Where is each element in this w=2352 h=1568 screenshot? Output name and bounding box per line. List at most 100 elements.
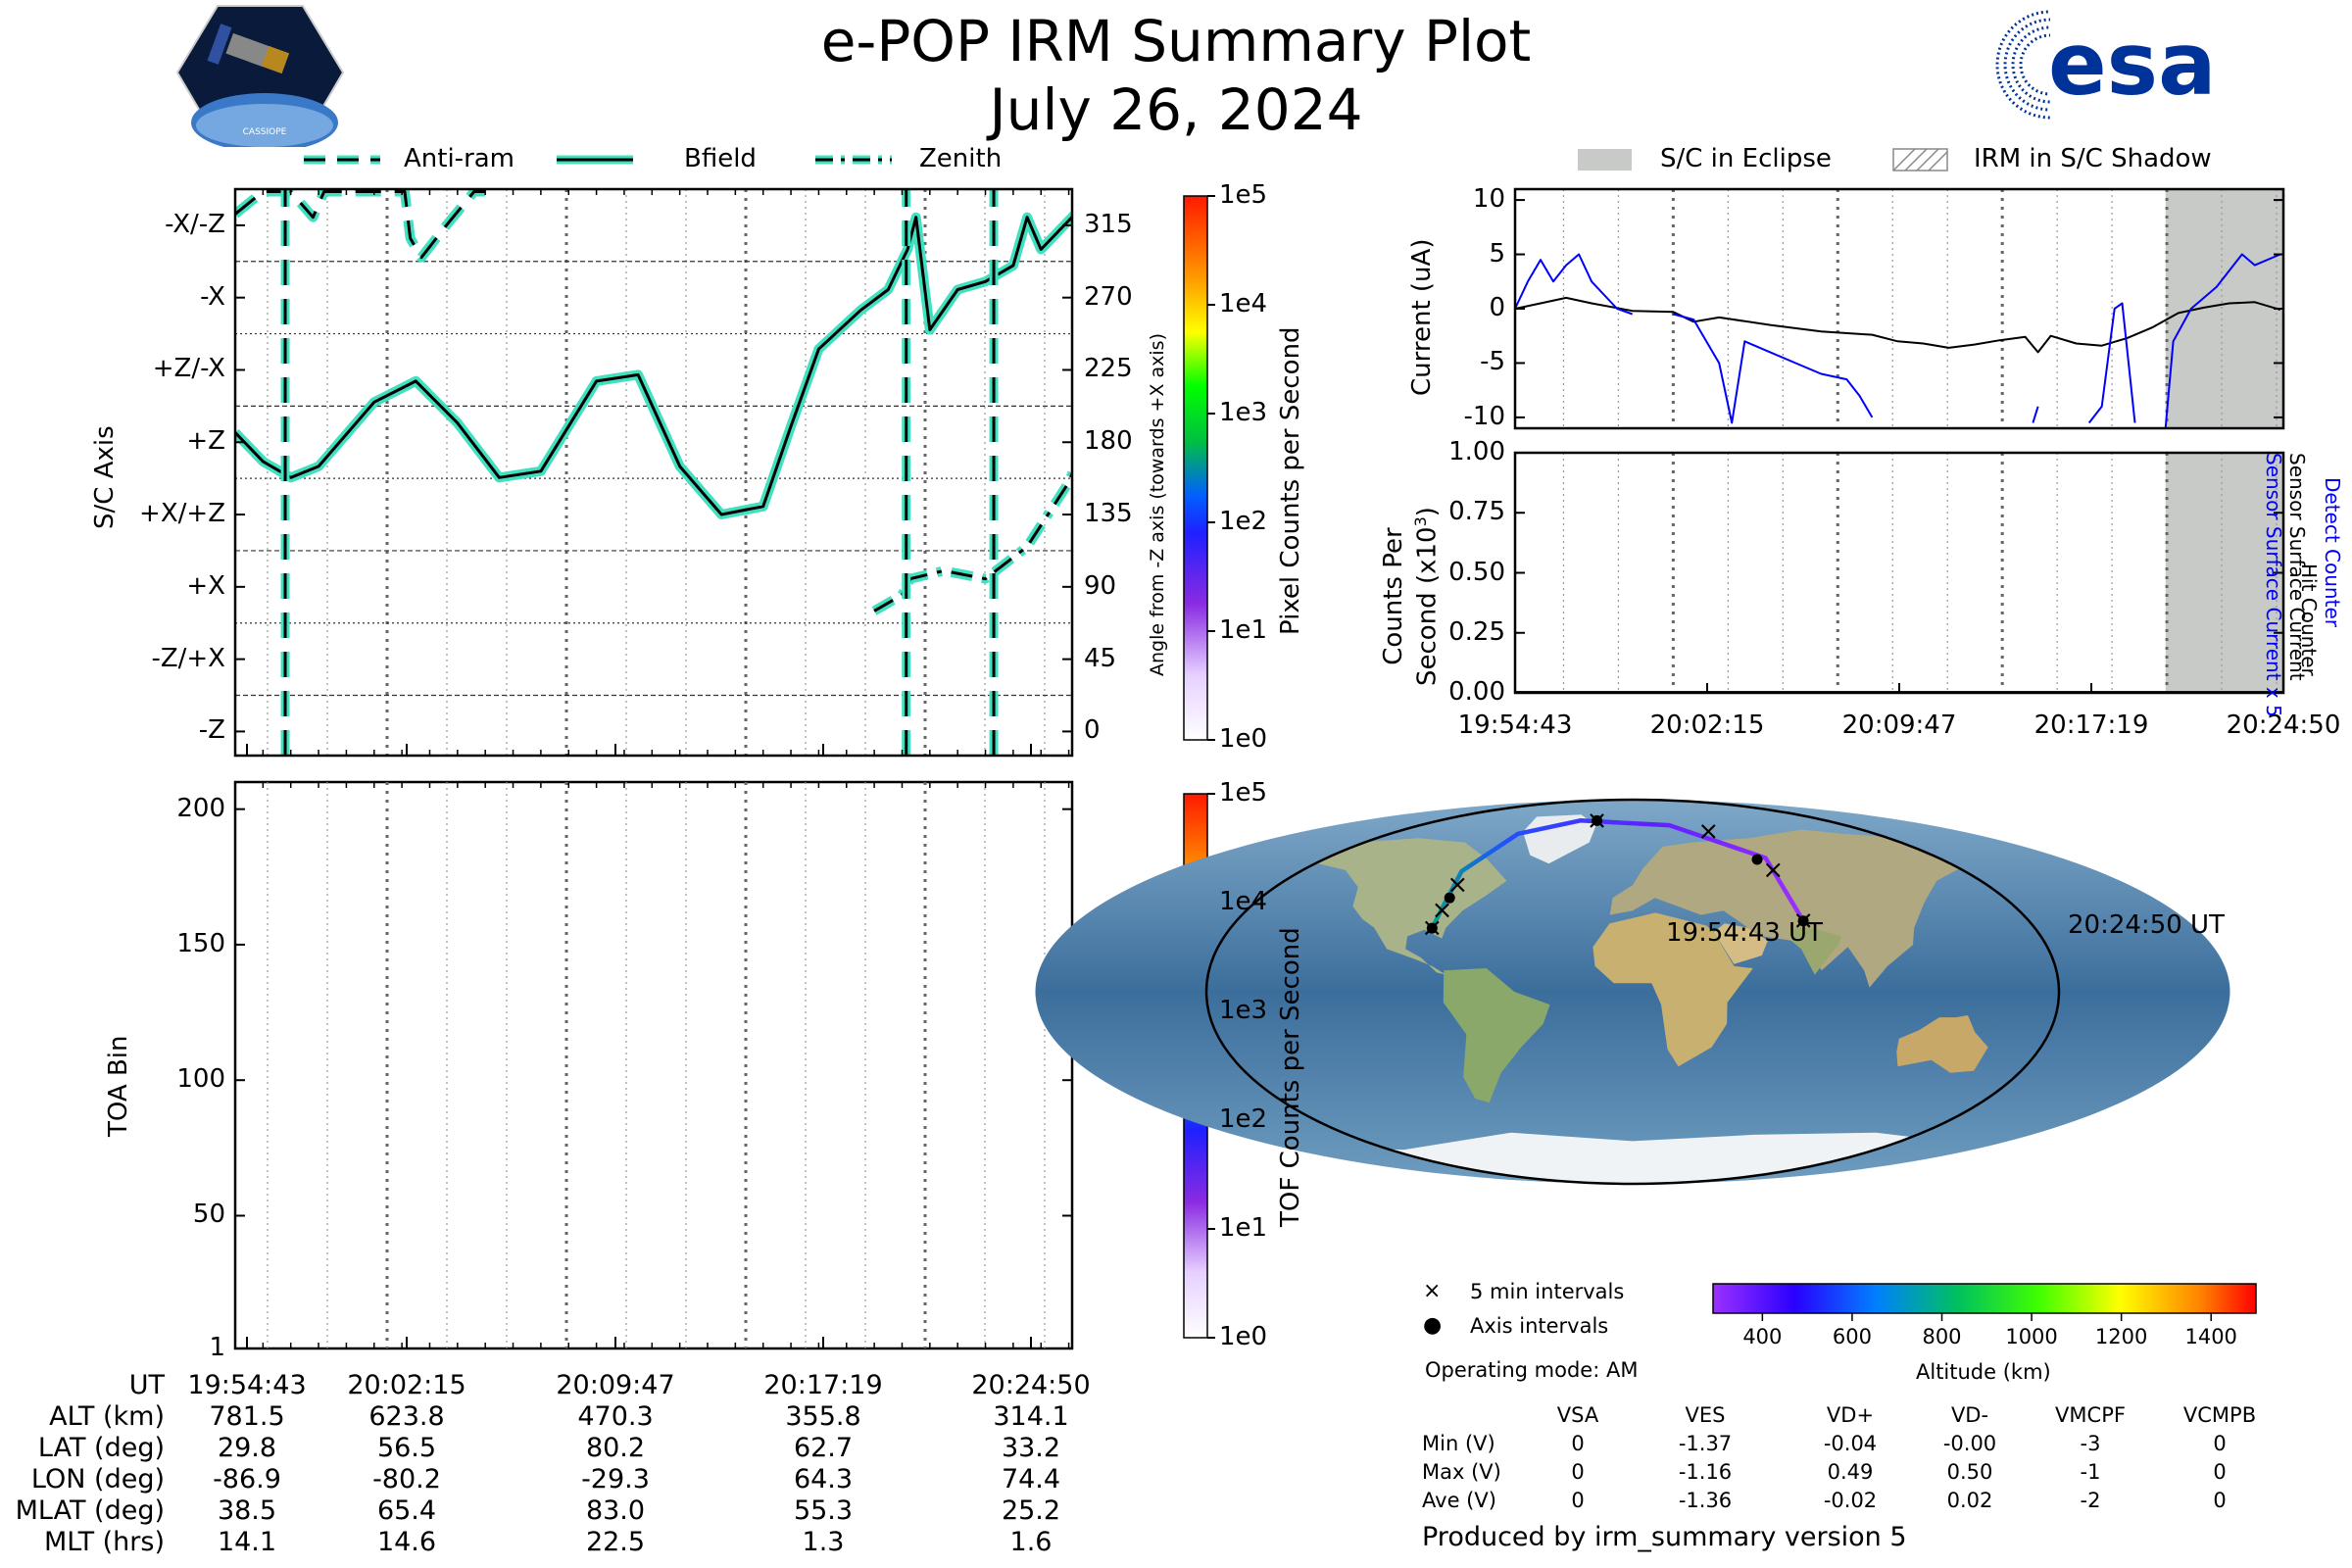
counts-tick-label: 1.00 bbox=[1448, 437, 1505, 466]
voltage-col-header: VD- bbox=[1950, 1403, 1989, 1427]
sc-axis-tick-label: -X bbox=[200, 281, 225, 312]
tof-counts-label: TOF Counts per Second bbox=[1276, 927, 1305, 1227]
svg-text:esa: esa bbox=[2048, 14, 2216, 115]
toa-tick-label: 1 bbox=[209, 1333, 225, 1362]
voltage-value: -3 bbox=[2080, 1432, 2101, 1455]
toa-ylabel: TOA Bin bbox=[104, 1035, 133, 1137]
series-sensor-surface-current-x-5 bbox=[1515, 253, 2281, 428]
ephemeris-value: 623.8 bbox=[368, 1401, 445, 1432]
ephemeris-value: 781.5 bbox=[209, 1401, 285, 1432]
altitude-tick-label: 1400 bbox=[2184, 1325, 2237, 1348]
page-date: July 26, 2024 bbox=[989, 76, 1363, 143]
axis-marker-icon: ● bbox=[1423, 1313, 1443, 1338]
colorbar-tick-label: 1e3 bbox=[1219, 996, 1268, 1025]
ephemeris-row-label: MLT (hrs) bbox=[43, 1527, 165, 1557]
voltage-value: -2 bbox=[2080, 1489, 2101, 1512]
ephemeris-value: 1.3 bbox=[802, 1527, 845, 1557]
voltage-value: -1.36 bbox=[1678, 1489, 1733, 1512]
colorbar-tick-label: 1e5 bbox=[1219, 778, 1268, 808]
legend-bfield: Bfield bbox=[684, 144, 757, 173]
sc-axis-tick-label: +X/+Z bbox=[139, 499, 225, 529]
colorbar-tick-label: 1e2 bbox=[1219, 507, 1268, 536]
legend-anti-ram: Anti-ram bbox=[404, 144, 515, 173]
ephemeris-value: -86.9 bbox=[213, 1464, 281, 1494]
ephemeris-value: -80.2 bbox=[372, 1464, 441, 1494]
ephemeris-row-label: UT bbox=[128, 1370, 165, 1400]
colorbar-tick-label: 1e1 bbox=[1219, 1213, 1268, 1243]
eclipse-band-counts bbox=[2165, 453, 2283, 693]
current-panel bbox=[1513, 187, 2285, 430]
ephemeris-value: 25.2 bbox=[1001, 1495, 1061, 1526]
sc-axis-tick-label: +Z/-X bbox=[152, 354, 225, 384]
operating-mode: Operating mode: AM bbox=[1425, 1358, 1639, 1382]
voltage-col-header: VMCPF bbox=[2055, 1403, 2126, 1427]
sc-axis-tick-label: -X/-Z bbox=[165, 209, 225, 239]
voltage-col-header: VD+ bbox=[1826, 1403, 1875, 1427]
ephemeris-value: 62.7 bbox=[793, 1433, 854, 1463]
voltage-value: 0 bbox=[2213, 1432, 2227, 1455]
legend-shadow: IRM in S/C Shadow bbox=[1974, 144, 2212, 173]
axis-interval-marker bbox=[1444, 892, 1455, 904]
toa-tick-label: 150 bbox=[176, 928, 225, 958]
colorbar-tick-label: 1e4 bbox=[1219, 887, 1268, 916]
sc-axis-tick-label: +Z bbox=[186, 426, 225, 457]
altitude-colorbar bbox=[1712, 1283, 2257, 1314]
series-sensor-surface-current bbox=[1515, 296, 2281, 354]
ephemeris-value: 22.5 bbox=[585, 1527, 646, 1557]
ephemeris-value: 20:17:19 bbox=[763, 1370, 883, 1400]
voltage-col-header: VCMPB bbox=[2182, 1403, 2257, 1427]
voltage-value: 0 bbox=[1571, 1489, 1585, 1512]
track-start-label: 19:54:43 UT bbox=[1666, 918, 1823, 948]
time-tick-label: 20:09:47 bbox=[1841, 710, 1957, 740]
colorbar-tick-label: 1e3 bbox=[1219, 398, 1268, 427]
counts-tick-label: 0.75 bbox=[1448, 497, 1505, 527]
voltage-col-header: VSA bbox=[1556, 1403, 1599, 1427]
voltage-row-label: Min (V) bbox=[1422, 1432, 1495, 1455]
voltage-value: 0 bbox=[2213, 1489, 2227, 1512]
pixel-counts-label: Pixel Counts per Second bbox=[1276, 326, 1305, 635]
colorbar-tick-label: 1e4 bbox=[1219, 289, 1268, 318]
esa-logo-icon: esa bbox=[1995, 8, 2216, 125]
voltage-row-label: Ave (V) bbox=[1422, 1489, 1496, 1512]
altitude-tick-label: 800 bbox=[1922, 1325, 1962, 1348]
ephemeris-value: 65.4 bbox=[376, 1495, 437, 1526]
toa-tick-label: 50 bbox=[192, 1200, 225, 1230]
counts-tick-label: 0.50 bbox=[1448, 557, 1505, 587]
time-tick-label: 20:24:50 bbox=[2226, 710, 2341, 740]
ephemeris-row-label: MLAT (deg) bbox=[15, 1495, 165, 1526]
colorbar-tick-label: 1e5 bbox=[1219, 180, 1268, 210]
counts-panel bbox=[1513, 451, 2285, 695]
ephemeris-row-label: ALT (km) bbox=[49, 1401, 165, 1432]
land-north-america bbox=[1286, 838, 1507, 975]
sc-axis-ylabel: S/C Axis bbox=[90, 425, 120, 529]
ephemeris-value: 56.5 bbox=[376, 1433, 437, 1463]
detect-counter-label: Detect Counter bbox=[2321, 477, 2344, 627]
ephemeris-value: 20:09:47 bbox=[556, 1370, 675, 1400]
voltage-col-header: VES bbox=[1685, 1403, 1726, 1427]
voltage-value: 0 bbox=[2213, 1460, 2227, 1484]
sc-axis-tick-label: +X bbox=[186, 570, 225, 601]
toa-tick-label: 100 bbox=[176, 1064, 225, 1095]
altitude-tick-label: 400 bbox=[1742, 1325, 1783, 1348]
colorbar-tick-label: 1e0 bbox=[1219, 1322, 1268, 1351]
page-title: e-POP IRM Summary Plot bbox=[820, 8, 1532, 74]
ephemeris-value: 20:02:15 bbox=[347, 1370, 466, 1400]
land-africa bbox=[1592, 912, 1753, 1067]
ephemeris-value: -29.3 bbox=[581, 1464, 650, 1494]
colorbar-tick-label: 1e2 bbox=[1219, 1104, 1268, 1134]
land-south-america bbox=[1443, 968, 1550, 1103]
ephemeris-value: 20:24:50 bbox=[971, 1370, 1091, 1400]
counts-tick-label: 0.00 bbox=[1448, 677, 1505, 707]
sc-axis-panel bbox=[233, 187, 1074, 758]
axis-interval-marker bbox=[1751, 854, 1763, 865]
map-border bbox=[1204, 798, 2061, 1186]
voltage-value: 0.02 bbox=[1946, 1489, 1993, 1512]
counts-ylabel: Counts Per Second (x103) bbox=[1379, 507, 1443, 686]
voltage-value: 0.50 bbox=[1946, 1460, 1993, 1484]
voltage-value: -0.04 bbox=[1823, 1432, 1878, 1455]
current-tick-label: -5 bbox=[1480, 347, 1505, 377]
five-min-marker: × bbox=[1432, 896, 1453, 925]
time-tick-label: 20:17:19 bbox=[2034, 710, 2149, 740]
ephemeris-value: 14.6 bbox=[376, 1527, 437, 1557]
